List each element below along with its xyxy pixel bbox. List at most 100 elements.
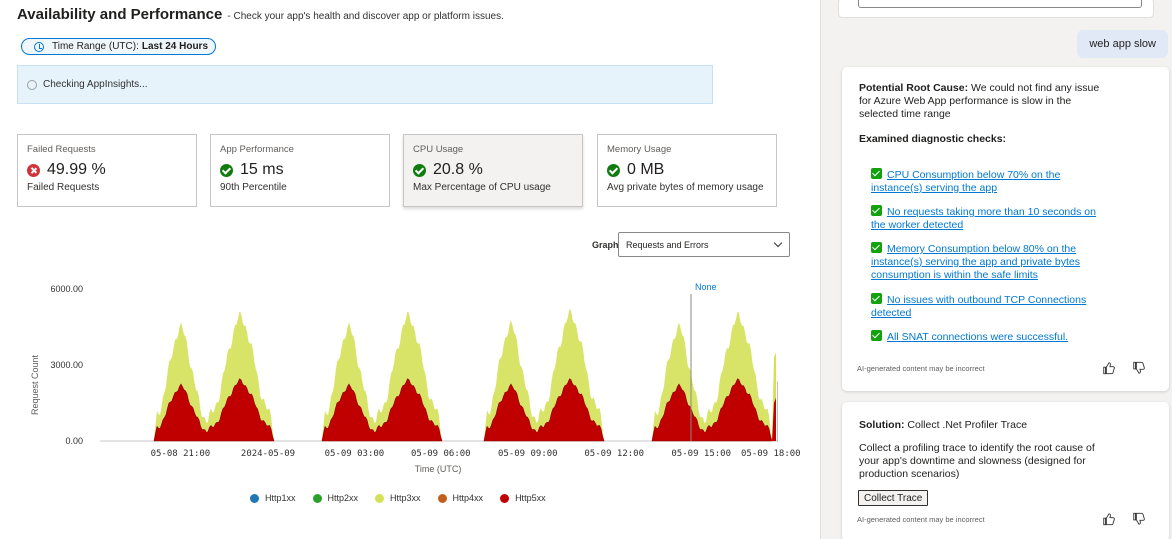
- legend-dot-icon: [375, 493, 385, 503]
- card-desc: Failed Requests: [27, 182, 100, 193]
- legend-item[interactable]: Http4xx: [437, 493, 484, 503]
- page-title: Availability and Performance: [17, 6, 223, 23]
- legend-label: Http4xx: [452, 493, 484, 503]
- banner-text: Checking AppInsights...: [43, 79, 148, 90]
- legend-item[interactable]: Http2xx: [312, 493, 359, 503]
- legend-dot-icon: [250, 493, 259, 503]
- legend-item[interactable]: Http1xx: [250, 493, 296, 503]
- x-tick-label: 05-09 06:00: [411, 449, 471, 459]
- check-circle-icon: [413, 163, 426, 177]
- x-tick-label: 05-09 03:00: [325, 449, 385, 459]
- graph-dropdown-value: Requests and Errors: [626, 239, 709, 250]
- check-line: Memory Consumption below 80% on the: [887, 243, 1077, 255]
- ai-disclaimer: AI-generated content may be incorrect: [857, 364, 985, 373]
- graph-label: Graph: [592, 240, 619, 250]
- checkbox-checked-icon: [871, 293, 882, 304]
- time-range-button[interactable]: Time Range (UTC): Last 24 Hours: [21, 38, 216, 55]
- solution-title: Solution:: [859, 419, 905, 431]
- main-pane: Availability and Performance - Check you…: [0, 0, 820, 539]
- check-line: All SNAT connections were successful.: [887, 331, 1069, 343]
- check-line: No requests taking more than 10 seconds …: [887, 206, 1096, 218]
- chat-input[interactable]: [858, 0, 1142, 8]
- card-app-performance[interactable]: App Performance 15 ms 90th Percentile: [210, 134, 390, 207]
- checkbox-checked-icon: [871, 205, 882, 216]
- legend-label: Http3xx: [390, 493, 421, 503]
- card-value: 15 ms: [240, 161, 284, 178]
- check-line: the worker detected: [871, 219, 964, 231]
- legend-dot-icon: [500, 493, 510, 503]
- pane-divider: [820, 0, 821, 539]
- info-banner: Checking AppInsights...: [17, 65, 713, 104]
- card-desc: Avg private bytes of memory usage: [607, 182, 764, 193]
- card-failed-requests[interactable]: Failed Requests 49.99 % Failed Requests: [17, 134, 197, 207]
- root-cause-line: selected time range: [859, 108, 951, 120]
- ai-disclaimer: AI-generated content may be incorrect: [857, 515, 985, 524]
- solution-line: your app's downtime and slowness (design…: [859, 455, 1086, 467]
- card-desc: 90th Percentile: [220, 182, 287, 193]
- thumbs-down-icon[interactable]: [1132, 512, 1146, 526]
- legend-dot-icon: [312, 493, 322, 503]
- error-icon: [27, 163, 40, 177]
- x-tick-label: 05-09 15:00: [671, 449, 731, 459]
- checkbox-checked-icon: [871, 168, 882, 179]
- card-value: 20.8 %: [433, 161, 483, 178]
- header: Availability and Performance - Check you…: [17, 6, 504, 23]
- thumbs-up-icon[interactable]: [1102, 512, 1116, 526]
- solution-name: Collect .Net Profiler Trace: [907, 419, 1028, 431]
- check-line: CPU Consumption below 70% on the: [887, 169, 1061, 181]
- x-tick-label: 05-09 12:00: [584, 449, 644, 459]
- legend-label: Http5xx: [515, 493, 546, 503]
- y-tick-label: 6000.00: [50, 284, 83, 294]
- area-http5xx: [772, 397, 776, 441]
- root-cause-line: We could not find any issue: [971, 82, 1100, 94]
- plot-clip: [778, 270, 820, 442]
- check-link-memory[interactable]: Memory Consumption below 80% on the inst…: [871, 242, 1080, 282]
- legend-item[interactable]: Http3xx: [375, 493, 421, 503]
- card-cpu-usage[interactable]: CPU Usage 20.8 % Max Percentage of CPU u…: [403, 134, 583, 207]
- y-tick-label: 0.00: [65, 436, 83, 446]
- root-cause-line: for Azure Web App performance is slow in…: [859, 95, 1072, 107]
- check-link-snat[interactable]: All SNAT connections were successful.: [871, 330, 1068, 344]
- legend-label: Http1xx: [265, 493, 296, 503]
- thumbs-up-icon[interactable]: [1102, 361, 1116, 375]
- card-label: Failed Requests: [27, 144, 96, 155]
- legend-dot-icon: [437, 493, 447, 503]
- card-label: Memory Usage: [607, 144, 672, 155]
- check-line: No issues with outbound TCP Connections: [887, 294, 1087, 306]
- thumbs-down-icon[interactable]: [1132, 361, 1146, 375]
- x-tick-label: 05-08 21:00: [151, 449, 211, 459]
- user-message: web app slow: [1077, 30, 1168, 58]
- card-memory-usage[interactable]: Memory Usage 0 MB Avg private bytes of m…: [597, 134, 777, 207]
- area-http5xx: [153, 378, 275, 442]
- card-label: CPU Usage: [413, 144, 464, 155]
- graph-dropdown[interactable]: Requests and Errors: [618, 232, 790, 257]
- area-http5xx: [651, 378, 773, 442]
- card-desc: Max Percentage of CPU usage: [413, 182, 551, 193]
- root-cause-card: Potential Root Cause: We could not find …: [842, 67, 1169, 391]
- card-value: 0 MB: [627, 161, 665, 178]
- legend-label: Http2xx: [327, 493, 359, 503]
- check-link-tcp[interactable]: No issues with outbound TCP Connections …: [871, 293, 1086, 320]
- area-http5xx: [483, 378, 605, 442]
- solution-line: Collect a profiling trace to identify th…: [859, 442, 1095, 454]
- check-link-cpu[interactable]: CPU Consumption below 70% on the instanc…: [871, 168, 1060, 195]
- solution-heading: Solution: Collect .Net Profiler Trace: [859, 419, 1027, 432]
- collect-trace-button[interactable]: Collect Trace: [858, 490, 929, 506]
- time-range-prefix: Time Range (UTC):: [52, 41, 139, 52]
- check-circle-icon: [220, 163, 233, 177]
- legend-item[interactable]: Http5xx: [500, 493, 546, 503]
- x-tick-label: 05-09 18:00: [741, 449, 801, 459]
- check-line: instance(s) serving the app: [871, 182, 998, 194]
- solution-text: Collect a profiling trace to identify th…: [859, 442, 1095, 481]
- requests-chart[interactable]: 0.00 3000.00 6000.00 Request Count 05-08 21:…: [0, 270, 820, 485]
- card-value: 49.99 %: [47, 161, 106, 178]
- x-axis-label: Time (UTC): [415, 464, 462, 474]
- check-link-requests[interactable]: No requests taking more than 10 seconds …: [871, 205, 1096, 232]
- card-label: App Performance: [220, 144, 294, 155]
- x-tick-label: 2024-05-09: [241, 449, 295, 459]
- clock-icon: [34, 41, 44, 52]
- chevron-down-icon: [773, 238, 783, 248]
- page-subtitle-text: Check your app's health and discover app…: [233, 11, 504, 22]
- root-cause-text: Potential Root Cause: We could not find …: [859, 82, 1099, 121]
